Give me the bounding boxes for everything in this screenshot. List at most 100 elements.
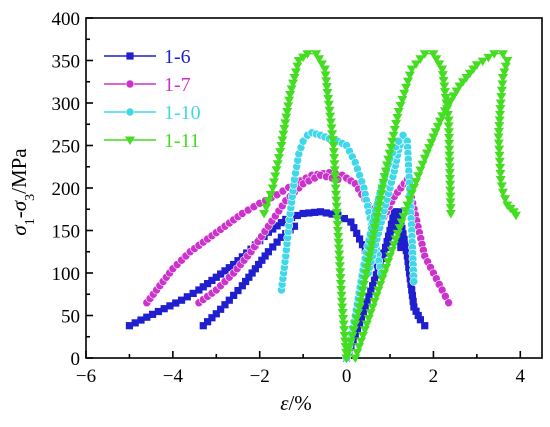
data-point xyxy=(369,224,380,233)
data-point xyxy=(265,190,276,200)
data-point xyxy=(386,226,394,235)
data-point xyxy=(277,233,286,241)
data-point xyxy=(271,166,282,175)
legend-item: 1-7 xyxy=(104,74,191,96)
data-point xyxy=(331,190,342,200)
data-point xyxy=(368,229,379,239)
data-point xyxy=(408,286,416,294)
x-tick-label: −6 xyxy=(76,366,96,387)
data-point xyxy=(443,122,454,131)
data-point xyxy=(329,154,340,163)
data-point xyxy=(405,269,414,277)
y-tick-label: 250 xyxy=(52,137,81,158)
data-point xyxy=(289,74,300,83)
data-point xyxy=(369,282,377,290)
data-point xyxy=(268,178,279,187)
data-point xyxy=(384,232,393,240)
y-tick-label: 200 xyxy=(52,179,81,200)
data-point xyxy=(402,201,413,210)
data-point xyxy=(354,343,365,352)
data-point xyxy=(160,305,168,313)
data-point xyxy=(334,262,345,271)
data-point xyxy=(335,268,346,277)
data-point xyxy=(273,222,281,230)
axis-labels: ε/%σ1-σ3/MPa xyxy=(7,148,312,415)
data-point xyxy=(359,326,370,335)
data-point xyxy=(396,237,404,245)
x-axis-symbol: ε xyxy=(280,391,289,415)
data-point xyxy=(496,86,507,96)
data-point xyxy=(358,241,367,249)
data-point xyxy=(495,176,506,185)
data-point xyxy=(371,212,382,222)
data-point xyxy=(497,50,508,59)
data-point xyxy=(273,154,284,163)
data-point xyxy=(375,280,386,290)
data-point xyxy=(395,208,403,216)
data-point xyxy=(189,289,197,297)
data-point xyxy=(328,148,339,157)
y-tick-label: 350 xyxy=(52,52,81,73)
x-tick-label: 0 xyxy=(342,366,352,387)
data-point xyxy=(396,218,407,227)
data-point xyxy=(356,337,367,346)
data-point xyxy=(270,172,281,181)
data-point xyxy=(493,139,504,149)
data-point xyxy=(428,50,439,59)
data-point xyxy=(351,314,362,324)
data-point xyxy=(408,292,417,300)
data-point xyxy=(323,100,334,110)
data-point xyxy=(412,307,420,315)
y-axis-label-part: - xyxy=(7,211,31,218)
data-point xyxy=(356,292,367,301)
data-point xyxy=(357,314,366,323)
data-point xyxy=(217,305,225,313)
data-point xyxy=(331,208,342,218)
data-point xyxy=(259,210,270,219)
y-tick-label: 400 xyxy=(52,9,81,30)
series-1-6 xyxy=(125,208,429,362)
data-point xyxy=(379,249,387,257)
data-point xyxy=(388,241,399,250)
data-point xyxy=(406,189,417,199)
data-point xyxy=(282,108,293,117)
data-point xyxy=(385,252,395,261)
data-point xyxy=(337,303,348,312)
data-point xyxy=(390,235,401,244)
data-point xyxy=(415,55,426,64)
data-point xyxy=(403,252,411,260)
data-point xyxy=(329,160,340,169)
data-point xyxy=(305,209,313,217)
data-point xyxy=(131,319,139,327)
x-tick-label: 4 xyxy=(516,366,526,387)
data-point xyxy=(404,258,412,266)
data-point xyxy=(314,55,325,64)
data-point xyxy=(356,235,364,243)
data-point xyxy=(404,195,415,205)
legend-label: 1-11 xyxy=(164,130,200,152)
data-point xyxy=(444,298,453,308)
data-point xyxy=(419,50,430,59)
data-point xyxy=(417,160,428,170)
data-point xyxy=(389,125,400,135)
data-point xyxy=(409,277,419,286)
data-point xyxy=(284,96,295,106)
x-axis-unit: /% xyxy=(288,391,311,415)
data-point xyxy=(402,246,410,255)
data-point xyxy=(444,174,455,184)
data-point xyxy=(137,316,145,324)
data-point xyxy=(350,354,361,363)
data-point xyxy=(500,195,511,204)
data-point xyxy=(361,304,369,312)
data-point xyxy=(377,184,388,193)
data-point xyxy=(261,203,272,213)
data-point xyxy=(258,256,266,264)
legend-item: 1-11 xyxy=(104,130,200,152)
data-point xyxy=(322,89,333,98)
data-point xyxy=(411,60,422,69)
data-point xyxy=(311,50,322,59)
data-point xyxy=(438,76,449,86)
data-point xyxy=(283,102,294,111)
data-point xyxy=(355,297,366,307)
